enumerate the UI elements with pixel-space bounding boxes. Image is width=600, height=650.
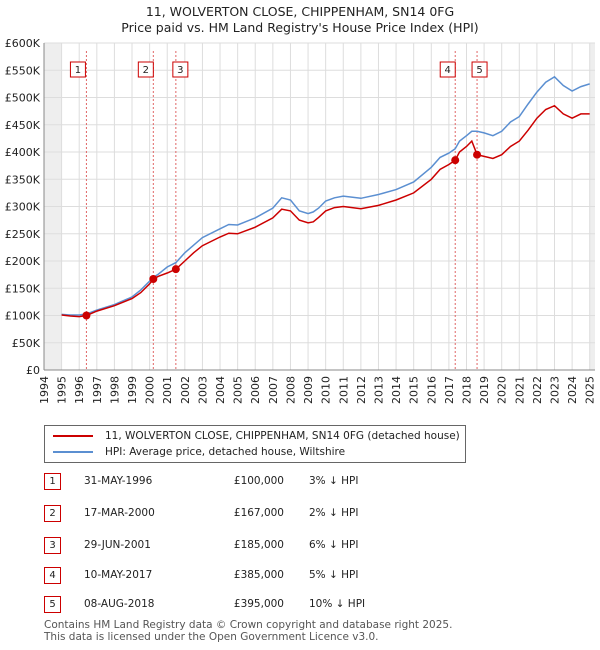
sale-number-badge: 1 [44, 473, 61, 490]
sale-price: £185,000 [233, 539, 284, 551]
sale-point [451, 156, 460, 165]
sale-hpi-diff: 5% ↓ HPI [309, 569, 359, 581]
footer-licence: This data is licensed under the Open Gov… [44, 631, 379, 643]
x-tick-label: 1998 [108, 376, 121, 404]
y-tick-label: £350K [5, 173, 41, 186]
footer: Contains HM Land Registry data © Crown c… [44, 619, 452, 643]
y-tick-label: £100K [5, 310, 41, 323]
sale-row: 2 17-MAR-2000 £167,000 2% ↓ HPI [44, 505, 404, 523]
x-tick-label: 2010 [320, 376, 333, 404]
sale-number-badge: 4 [44, 567, 61, 584]
sale-number-badge: 5 [44, 596, 61, 613]
price-chart: 1 2 3 4 5 £0 £50K £100K £150K £200K £250K £300K £350… [5, 37, 597, 404]
x-tick-label: 2004 [214, 376, 227, 404]
legend: 11, WOLVERTON CLOSE, CHIPPENHAM, SN14 0F… [44, 425, 466, 463]
sale-point [171, 265, 180, 274]
sale-label: 2 [143, 65, 149, 76]
x-tick-label: 1996 [73, 376, 86, 404]
sale-row: 3 29-JUN-2001 £185,000 6% ↓ HPI [44, 537, 404, 555]
sale-price: £395,000 [233, 598, 284, 610]
footer-copyright: Contains HM Land Registry data © Crown c… [44, 619, 453, 631]
x-tick-label: 2024 [566, 376, 579, 404]
sale-hpi-diff: 2% ↓ HPI [309, 507, 359, 519]
x-tick-label: 2016 [425, 376, 438, 404]
legend-label-hpi: HPI: Average price, detached house, Wilt… [105, 446, 346, 458]
y-tick-label: £250K [5, 228, 41, 241]
sale-hpi-diff: 10% ↓ HPI [309, 598, 366, 610]
sale-hpi-diff: 3% ↓ HPI [309, 475, 359, 487]
sale-date: 08-AUG-2018 [84, 598, 155, 610]
x-tick-label: 2011 [337, 376, 350, 404]
sale-date: 17-MAR-2000 [84, 507, 155, 519]
sale-label: 4 [445, 65, 451, 76]
sale-date: 31-MAY-1996 [84, 475, 153, 487]
y-tick-label: £600K [5, 37, 41, 50]
sale-label: 3 [177, 65, 183, 76]
x-tick-label: 2022 [531, 376, 544, 404]
x-tick-label: 2006 [249, 376, 262, 404]
sale-row: 1 31-MAY-1996 £100,000 3% ↓ HPI [44, 473, 404, 491]
x-tick-label: 1997 [91, 376, 104, 404]
x-tick-label: 2018 [460, 376, 473, 404]
x-tick-label: 2008 [284, 376, 297, 404]
x-tick-label: 2003 [196, 376, 209, 404]
y-tick-label: £50K [12, 337, 41, 350]
legend-item-property: 11, WOLVERTON CLOSE, CHIPPENHAM, SN14 0F… [53, 429, 460, 443]
sale-number-badge: 3 [44, 537, 61, 554]
y-tick-label: £550K [5, 64, 41, 77]
sale-label: 5 [476, 65, 482, 76]
x-tick-label: 2000 [144, 376, 157, 404]
x-tick-label: 2023 [549, 376, 562, 404]
y-tick-label: £500K [5, 92, 41, 105]
x-tick-label: 2002 [179, 376, 192, 404]
x-tick-label: 2014 [390, 376, 403, 404]
y-tick-label: £150K [5, 282, 41, 295]
x-tick-label: 2007 [267, 376, 280, 404]
chart-subtitle: Price paid vs. HM Land Registry's House … [121, 20, 479, 35]
x-tick-label: 2009 [302, 376, 315, 404]
sale-label-box [471, 61, 488, 78]
x-tick-label: 2013 [372, 376, 385, 404]
x-tick-label: 2020 [496, 376, 509, 404]
x-tick-label: 2015 [408, 376, 421, 404]
x-tick-label: 2019 [478, 376, 491, 404]
sale-price: £385,000 [233, 569, 284, 581]
x-tick-label: 2025 [584, 376, 597, 404]
legend-line-property [53, 435, 93, 437]
sale-date: 10-MAY-2017 [84, 569, 153, 581]
x-tick-label: 2005 [232, 376, 245, 404]
x-tick-label: 2001 [161, 376, 174, 404]
x-tick-label: 1999 [126, 376, 139, 404]
x-tick-label: 2012 [355, 376, 368, 404]
y-tick-label: £0 [26, 364, 40, 377]
x-tick-label: 2017 [443, 376, 456, 404]
y-tick-label: £200K [5, 255, 41, 268]
sale-label-box [69, 61, 86, 78]
sale-label-box [439, 61, 456, 78]
sale-date: 29-JUN-2001 [84, 539, 151, 551]
sale-point [149, 274, 158, 283]
sale-price: £167,000 [233, 507, 284, 519]
sale-point [473, 150, 482, 159]
chart-title: 11, WOLVERTON CLOSE, CHIPPENHAM, SN14 0F… [145, 4, 455, 19]
x-tick-label: 1995 [56, 376, 69, 404]
sale-label-box [137, 61, 154, 78]
legend-line-hpi [53, 451, 93, 453]
sale-label: 1 [75, 65, 81, 76]
sale-row: 4 10-MAY-2017 £385,000 5% ↓ HPI [44, 567, 404, 585]
sale-number-badge: 2 [44, 505, 61, 522]
y-tick-label: £300K [5, 201, 41, 214]
sale-row: 5 08-AUG-2018 £395,000 10% ↓ HPI [44, 596, 404, 614]
y-tick-label: £400K [5, 146, 41, 159]
sale-hpi-diff: 6% ↓ HPI [309, 539, 359, 551]
x-tick-label: 2021 [513, 376, 526, 404]
x-tick-label: 1994 [38, 376, 51, 404]
sale-price: £100,000 [233, 475, 284, 487]
sale-point [82, 311, 91, 320]
sale-label-box [172, 61, 189, 78]
legend-item-hpi: HPI: Average price, detached house, Wilt… [53, 445, 345, 459]
legend-label-property: 11, WOLVERTON CLOSE, CHIPPENHAM, SN14 0F… [105, 430, 460, 442]
y-tick-label: £450K [5, 119, 41, 132]
